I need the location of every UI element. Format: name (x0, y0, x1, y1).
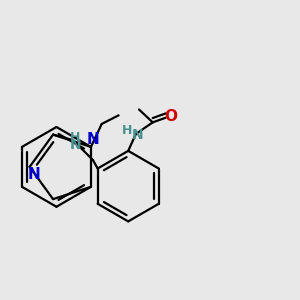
Text: N: N (28, 167, 40, 182)
Text: H: H (122, 124, 133, 137)
Text: H: H (70, 130, 81, 144)
Text: N: N (70, 138, 81, 152)
Text: N: N (132, 128, 143, 142)
Text: N: N (86, 132, 99, 147)
Text: O: O (165, 109, 178, 124)
